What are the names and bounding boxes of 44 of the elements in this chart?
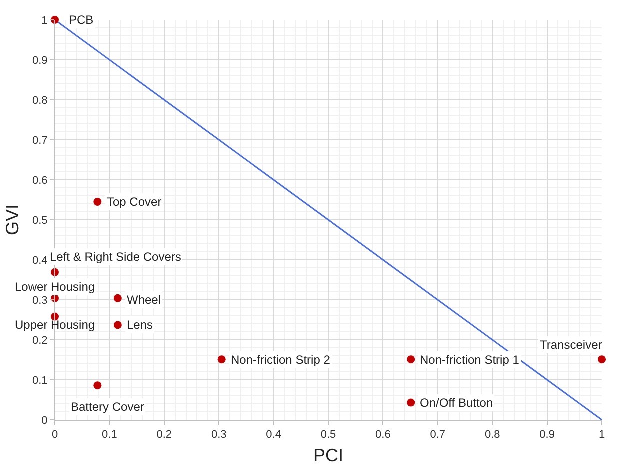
annotation: Non-friction Strip 1 — [420, 353, 520, 367]
annotation: Transceiver — [540, 338, 602, 352]
annotation: Top Cover — [107, 195, 162, 209]
annotation: Non-friction Strip 2 — [231, 353, 331, 367]
point — [94, 198, 102, 206]
y-tick-label: 1 — [42, 14, 48, 27]
y-tick-label: 0.4 — [32, 254, 48, 267]
y-tick-label: 0.1 — [32, 374, 48, 387]
annotation: Upper Housing — [15, 318, 96, 332]
annotation: Lower Housing — [15, 280, 96, 294]
y-tick-label: 0.7 — [32, 134, 48, 147]
annotation: Left & Right Side Covers — [50, 250, 182, 264]
x-tick-label: 1 — [598, 429, 606, 442]
annotation: Wheel — [127, 293, 162, 307]
annotation: Battery Cover — [71, 400, 144, 414]
y-tick-label: 0.9 — [32, 54, 48, 67]
annotation: On/Off Button — [420, 396, 494, 410]
x-tick-label: 0.5 — [320, 429, 336, 442]
x-tick-label: 0.4 — [266, 429, 282, 442]
x-tick-label: 0 — [52, 429, 58, 442]
y-tick-label: 0.5 — [32, 214, 48, 227]
x-tick-label: 0.7 — [430, 429, 446, 442]
point — [218, 356, 226, 364]
x-tick-label: 0.8 — [484, 429, 500, 442]
x-tick-label: 0.9 — [540, 429, 555, 442]
y-tick-label: 0.8 — [32, 94, 48, 107]
annotation: Lens — [127, 318, 154, 332]
point — [114, 321, 122, 330]
x-tick-label: 0.2 — [156, 429, 172, 442]
annotation: PCB — [69, 13, 94, 27]
y-tick-label: 0.3 — [32, 294, 48, 307]
point — [114, 294, 122, 302]
point — [407, 356, 416, 364]
x-tick-label: 0.3 — [211, 429, 227, 442]
y-axis-title: GVI — [2, 204, 23, 236]
point — [598, 356, 606, 364]
x-tick-label: 0.6 — [376, 429, 391, 442]
y-tick-label: 0.6 — [32, 174, 48, 187]
y-tick-label: 0.2 — [32, 334, 48, 347]
point — [94, 382, 102, 390]
x-tick-label: 0.1 — [102, 429, 118, 442]
y-tick-label: 0 — [42, 414, 48, 427]
x-axis-title: PCI — [313, 445, 344, 466]
point — [407, 398, 416, 407]
